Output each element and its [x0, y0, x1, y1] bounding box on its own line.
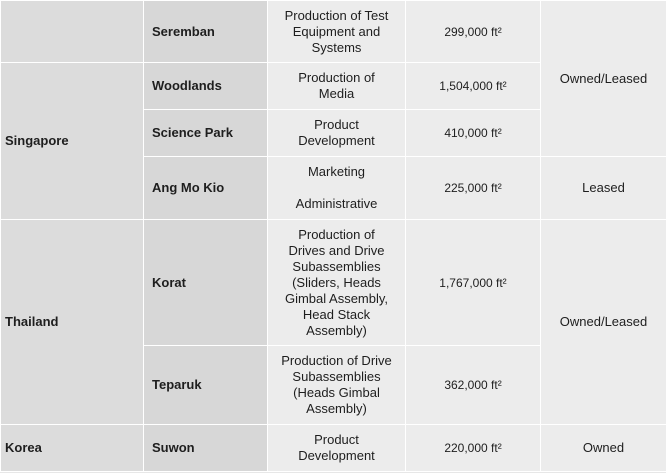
function-line: Gimbal Assembly,	[284, 290, 389, 306]
table-row: Seremban Production of Test Equipment an…	[0, 0, 666, 157]
function-line: Assembly)	[306, 401, 367, 416]
area-cell: 225,000 ft²	[405, 156, 541, 220]
area-cell: 1,767,000 ft²	[405, 219, 541, 346]
function-cell: Production of Test Equipment and Systems	[267, 0, 406, 63]
function-line: (Heads Gimbal	[293, 385, 380, 400]
ownership-cell: Owned/Leased	[540, 219, 666, 425]
country-cell: Singapore	[0, 62, 144, 220]
city-cell: Science Park	[143, 109, 268, 157]
function-line: Product	[314, 117, 359, 132]
area-cell: 220,000 ft²	[405, 424, 541, 472]
function-cell: Production of Drive Subassemblies (Heads…	[267, 345, 406, 425]
function-cell: Production of Drives and Drive Subassemb…	[267, 219, 406, 346]
table-row: Singapore Woodlands Production of Media …	[0, 62, 666, 220]
function-cell: Production of Media	[267, 62, 406, 110]
area-cell: 410,000 ft²	[405, 109, 541, 157]
function-line: Drives and Drive	[288, 242, 385, 258]
table-row: Thailand Korat Production of Drives and …	[0, 219, 666, 425]
function-line: Production of Drive	[281, 353, 392, 368]
city-cell: Korat	[143, 219, 268, 346]
function-cell: Product Development	[267, 109, 406, 157]
country-cell	[0, 0, 144, 63]
function-cell: Product Development	[267, 424, 406, 472]
area-cell: 299,000 ft²	[405, 0, 541, 63]
function-line: Production of	[298, 226, 375, 242]
function-line: Production of Test	[284, 7, 389, 23]
function-line: Marketing	[307, 164, 366, 179]
city-cell: Seremban	[143, 0, 268, 63]
function-line: Subassemblies	[292, 369, 381, 384]
area-cell: 362,000 ft²	[405, 345, 541, 425]
city-cell: Teparuk	[143, 345, 268, 425]
line-gap	[272, 180, 401, 196]
ownership-cell: Owned	[540, 424, 666, 472]
function-line: Head Stack	[302, 306, 371, 322]
function-line: Subassemblies	[292, 258, 381, 274]
function-line: Media	[318, 86, 355, 101]
function-line: Assembly)	[306, 322, 367, 338]
function-line: Development	[298, 133, 375, 148]
table-row: Korea Suwon Product Development 220,000 …	[0, 424, 666, 472]
ownership-cell: Owned/Leased	[540, 0, 666, 157]
country-cell: Korea	[0, 424, 144, 472]
function-line: Equipment and	[292, 23, 381, 39]
function-line: Development	[298, 448, 375, 463]
table-row: Teparuk Production of Drive Subassemblie…	[1, 345, 666, 425]
city-cell: Ang Mo Kio	[143, 156, 268, 220]
table-row: Ang Mo Kio Marketing Administrative 225,…	[1, 156, 666, 220]
function-line: Administrative	[295, 196, 378, 211]
area-cell: 1,504,000 ft²	[405, 62, 541, 110]
country-cell: Thailand	[0, 219, 144, 425]
function-line: (Sliders, Heads	[292, 274, 381, 290]
ownership-cell: Leased	[540, 156, 666, 220]
function-cell: Marketing Administrative	[267, 156, 406, 220]
function-line: Production of	[298, 70, 375, 85]
function-line: Product	[314, 432, 359, 447]
function-line: Systems	[311, 39, 362, 55]
city-cell: Suwon	[143, 424, 268, 472]
city-cell: Woodlands	[143, 62, 268, 110]
